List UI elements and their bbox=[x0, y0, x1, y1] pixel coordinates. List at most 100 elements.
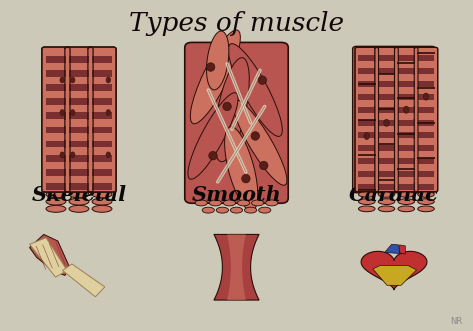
Bar bbox=[46, 98, 66, 105]
Polygon shape bbox=[214, 234, 259, 300]
Bar bbox=[378, 177, 395, 183]
Bar bbox=[378, 68, 395, 74]
Bar bbox=[398, 49, 415, 55]
Bar bbox=[92, 98, 112, 105]
Polygon shape bbox=[227, 234, 246, 300]
FancyBboxPatch shape bbox=[355, 47, 378, 192]
Bar bbox=[398, 113, 415, 119]
Bar bbox=[398, 171, 415, 177]
Bar bbox=[92, 106, 112, 112]
Bar bbox=[398, 68, 415, 74]
Ellipse shape bbox=[230, 207, 243, 213]
Ellipse shape bbox=[60, 77, 65, 83]
Bar bbox=[92, 91, 112, 98]
Bar bbox=[92, 183, 112, 190]
Ellipse shape bbox=[359, 206, 375, 212]
FancyBboxPatch shape bbox=[42, 47, 70, 192]
Bar bbox=[46, 77, 66, 84]
Polygon shape bbox=[62, 264, 105, 297]
Bar bbox=[46, 119, 66, 126]
Bar bbox=[358, 100, 375, 106]
Text: Cardiac: Cardiac bbox=[349, 185, 439, 205]
Bar bbox=[398, 139, 415, 145]
Ellipse shape bbox=[260, 161, 268, 170]
Ellipse shape bbox=[46, 198, 66, 205]
Bar bbox=[358, 184, 375, 190]
Bar bbox=[418, 100, 435, 106]
Bar bbox=[46, 70, 66, 77]
Ellipse shape bbox=[378, 206, 395, 212]
Bar bbox=[69, 77, 89, 84]
Bar bbox=[358, 87, 375, 94]
Ellipse shape bbox=[206, 63, 215, 71]
Bar bbox=[418, 107, 435, 113]
Text: NR: NR bbox=[450, 317, 462, 326]
Ellipse shape bbox=[252, 200, 264, 206]
Ellipse shape bbox=[225, 127, 258, 211]
Polygon shape bbox=[30, 238, 67, 277]
Ellipse shape bbox=[106, 152, 111, 158]
Bar bbox=[69, 176, 89, 183]
Ellipse shape bbox=[398, 192, 414, 197]
Bar bbox=[418, 139, 435, 145]
Ellipse shape bbox=[70, 110, 75, 116]
Bar bbox=[378, 184, 395, 190]
Ellipse shape bbox=[233, 100, 287, 185]
Ellipse shape bbox=[209, 151, 217, 160]
Bar bbox=[92, 176, 112, 183]
Bar bbox=[46, 169, 66, 176]
Bar bbox=[418, 119, 435, 126]
Bar bbox=[398, 119, 415, 126]
Bar bbox=[92, 126, 112, 133]
Bar bbox=[92, 70, 112, 77]
Ellipse shape bbox=[207, 31, 229, 90]
Ellipse shape bbox=[384, 119, 389, 126]
Bar bbox=[46, 162, 66, 168]
Bar bbox=[46, 183, 66, 190]
Bar bbox=[378, 87, 395, 94]
Bar bbox=[378, 107, 395, 113]
Ellipse shape bbox=[46, 205, 66, 212]
Ellipse shape bbox=[60, 110, 65, 116]
Bar bbox=[69, 119, 89, 126]
Ellipse shape bbox=[228, 44, 282, 136]
Bar bbox=[378, 171, 395, 177]
Ellipse shape bbox=[237, 200, 250, 206]
Bar bbox=[418, 87, 435, 94]
Ellipse shape bbox=[251, 132, 260, 140]
Bar bbox=[358, 132, 375, 138]
Ellipse shape bbox=[259, 207, 271, 213]
Ellipse shape bbox=[266, 200, 278, 206]
Bar bbox=[398, 100, 415, 106]
Bar bbox=[92, 84, 112, 91]
Bar bbox=[46, 126, 66, 133]
Ellipse shape bbox=[195, 200, 207, 206]
Ellipse shape bbox=[223, 200, 236, 206]
Bar bbox=[358, 126, 375, 132]
Bar bbox=[358, 119, 375, 126]
Bar bbox=[378, 119, 395, 126]
Bar bbox=[418, 152, 435, 158]
Ellipse shape bbox=[92, 191, 112, 198]
Ellipse shape bbox=[418, 206, 434, 212]
Polygon shape bbox=[385, 244, 400, 254]
Bar bbox=[398, 152, 415, 158]
Bar bbox=[358, 94, 375, 100]
Bar bbox=[69, 148, 89, 155]
Bar bbox=[69, 84, 89, 91]
Bar bbox=[378, 100, 395, 106]
Bar bbox=[378, 49, 395, 55]
Bar bbox=[46, 113, 66, 119]
Polygon shape bbox=[30, 234, 70, 275]
Bar bbox=[92, 49, 112, 56]
Ellipse shape bbox=[106, 110, 111, 116]
Bar bbox=[378, 126, 395, 132]
Bar bbox=[378, 75, 395, 81]
Bar bbox=[378, 145, 395, 151]
Bar bbox=[92, 141, 112, 147]
Polygon shape bbox=[361, 251, 427, 290]
Bar bbox=[418, 55, 435, 62]
Bar bbox=[418, 113, 435, 119]
Ellipse shape bbox=[214, 58, 249, 162]
Bar bbox=[69, 126, 89, 133]
